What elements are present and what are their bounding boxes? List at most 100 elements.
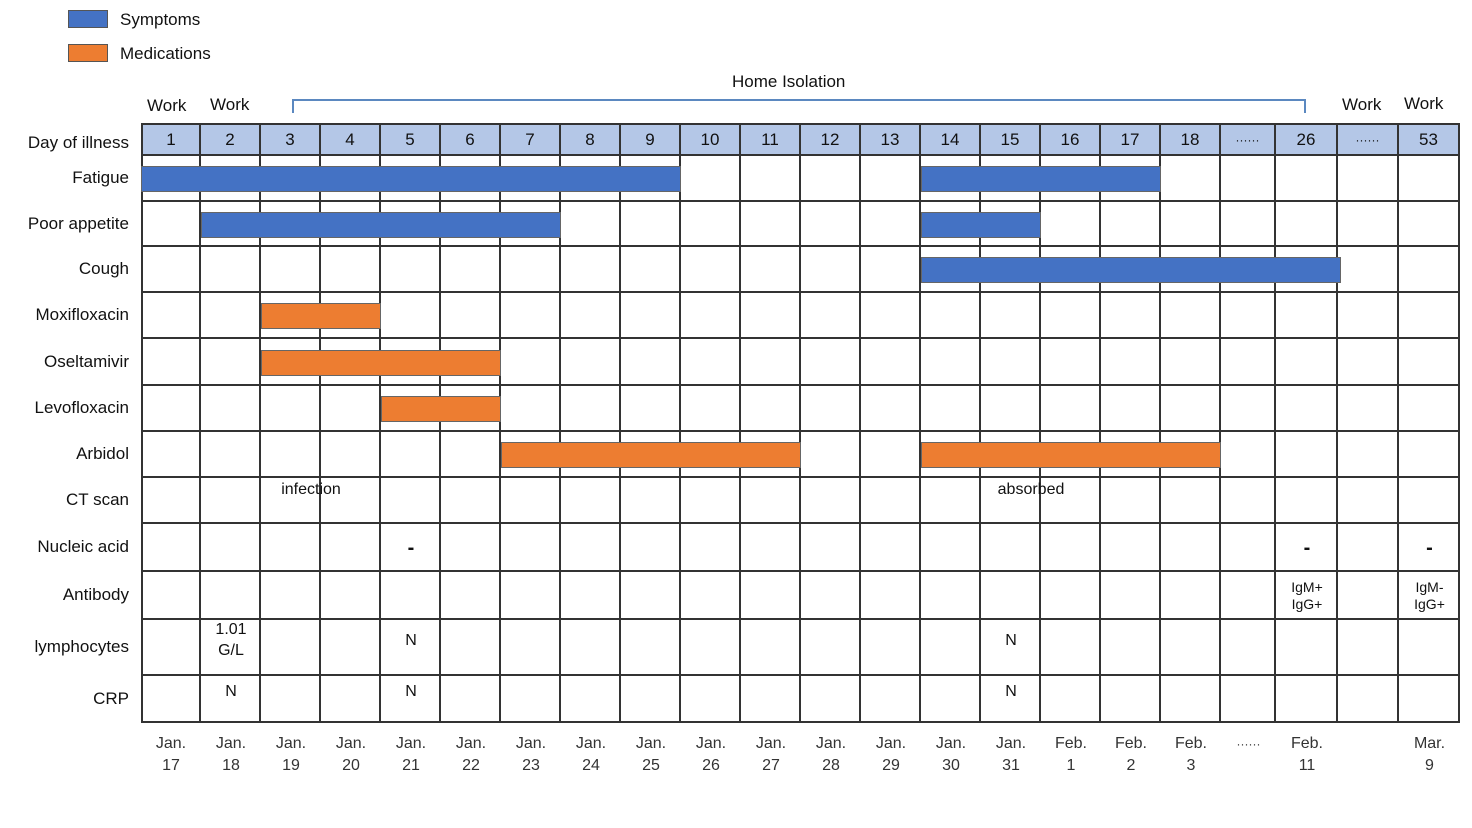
grid-cell bbox=[501, 478, 561, 524]
cell-note: N bbox=[1005, 683, 1017, 700]
grid-cell bbox=[681, 572, 741, 620]
grid-cell bbox=[741, 202, 801, 247]
grid-cell bbox=[1276, 478, 1338, 524]
grid-cell bbox=[561, 202, 621, 247]
row-label-oseltamivir: Oseltamivir bbox=[43, 351, 129, 371]
grid-cell bbox=[561, 572, 621, 620]
grid-cell bbox=[1101, 202, 1161, 247]
grid-cell bbox=[561, 620, 621, 676]
grid-cell bbox=[801, 478, 861, 524]
medication-bar-levofloxacin bbox=[381, 396, 501, 422]
grid-cell bbox=[1276, 386, 1338, 432]
grid-cell bbox=[1161, 572, 1221, 620]
grid-cell bbox=[1101, 386, 1161, 432]
date-label: Mar. 9 bbox=[1413, 735, 1446, 774]
grid-cell bbox=[1161, 620, 1221, 676]
grid-cell bbox=[801, 293, 861, 339]
grid-cell bbox=[801, 572, 861, 620]
grid-cell bbox=[1041, 676, 1101, 723]
date-label: Jan. 23 bbox=[515, 735, 547, 774]
grid-cell bbox=[861, 156, 921, 202]
grid-cell bbox=[981, 524, 1041, 572]
grid-cell bbox=[1041, 620, 1101, 676]
work-label-day2: Work bbox=[210, 95, 250, 114]
grid-cell bbox=[381, 524, 441, 572]
grid-cell bbox=[1276, 524, 1338, 572]
grid-cell bbox=[801, 386, 861, 432]
grid-cell bbox=[561, 524, 621, 572]
grid-cell bbox=[201, 386, 261, 432]
grid-cell bbox=[1221, 478, 1276, 524]
grid-cell bbox=[741, 572, 801, 620]
grid-cell bbox=[741, 156, 801, 202]
day-header-cell: 26 bbox=[1276, 123, 1338, 156]
grid-cell bbox=[321, 676, 381, 723]
grid-cell bbox=[1041, 572, 1101, 620]
grid-cell bbox=[441, 572, 501, 620]
grid-cell bbox=[1161, 676, 1221, 723]
grid-cell bbox=[261, 247, 321, 293]
row-label-nucleic-acid: Nucleic acid bbox=[37, 537, 129, 556]
grid-cell bbox=[1338, 620, 1399, 676]
grid-cell bbox=[621, 247, 681, 293]
grid-cell bbox=[1399, 247, 1460, 293]
grid-cell bbox=[561, 478, 621, 524]
grid-cell bbox=[921, 572, 981, 620]
grid-cell bbox=[861, 386, 921, 432]
grid-cell bbox=[1399, 293, 1460, 339]
grid-cell bbox=[141, 478, 201, 524]
grid-cell bbox=[1101, 676, 1161, 723]
symptom-bar-fatigue bbox=[921, 166, 1161, 192]
cell-note: N bbox=[1005, 631, 1017, 649]
grid-cell bbox=[1276, 156, 1338, 202]
grid-cell bbox=[201, 339, 261, 386]
grid-cell bbox=[741, 478, 801, 524]
grid-cell bbox=[801, 676, 861, 723]
grid-cell bbox=[741, 524, 801, 572]
day-header-cell: 11 bbox=[741, 123, 801, 156]
grid-cell bbox=[861, 676, 921, 723]
grid-cell bbox=[741, 247, 801, 293]
grid-cell bbox=[501, 676, 561, 723]
grid-cell bbox=[1041, 339, 1101, 386]
grid-cell bbox=[981, 620, 1041, 676]
grid-cell bbox=[321, 247, 381, 293]
grid-cell bbox=[261, 524, 321, 572]
grid-cell bbox=[1101, 339, 1161, 386]
legend-label-medications: Medications bbox=[120, 44, 211, 63]
grid-cell bbox=[1161, 478, 1221, 524]
grid-cell bbox=[261, 572, 321, 620]
grid-cell bbox=[261, 620, 321, 676]
grid-cell bbox=[261, 432, 321, 478]
grid-cell bbox=[1161, 202, 1221, 247]
date-label: Jan. 24 bbox=[575, 735, 607, 774]
grid-cell bbox=[441, 676, 501, 723]
cell-note: IgM+ IgG+ bbox=[1291, 579, 1323, 612]
grid-cell bbox=[1101, 524, 1161, 572]
cell-note: IgM- IgG+ bbox=[1414, 579, 1445, 612]
cell-note: - bbox=[407, 536, 415, 559]
grid-cell bbox=[1161, 524, 1221, 572]
day-header-cell: ······ bbox=[1221, 123, 1276, 156]
grid-cell bbox=[1399, 572, 1460, 620]
grid-cell bbox=[381, 293, 441, 339]
grid-cell bbox=[141, 620, 201, 676]
grid-cell bbox=[921, 620, 981, 676]
grid-cell bbox=[1221, 676, 1276, 723]
grid-cell bbox=[1399, 339, 1460, 386]
grid-cell bbox=[621, 572, 681, 620]
grid-cell bbox=[621, 339, 681, 386]
grid-cell bbox=[1338, 386, 1399, 432]
date-label: ······ bbox=[1236, 737, 1261, 751]
grid-cell bbox=[621, 524, 681, 572]
date-label: Jan. 28 bbox=[815, 735, 847, 774]
grid-cell bbox=[501, 386, 561, 432]
cell-note: - bbox=[1426, 536, 1433, 559]
date-label: Jan. 26 bbox=[695, 735, 727, 774]
work-label-day1: Work bbox=[147, 96, 187, 115]
day-header-cell: 9 bbox=[621, 123, 681, 156]
day-header-cell: 17 bbox=[1101, 123, 1161, 156]
grid-cell bbox=[1221, 524, 1276, 572]
grid-cell bbox=[1221, 339, 1276, 386]
grid-cell bbox=[621, 202, 681, 247]
